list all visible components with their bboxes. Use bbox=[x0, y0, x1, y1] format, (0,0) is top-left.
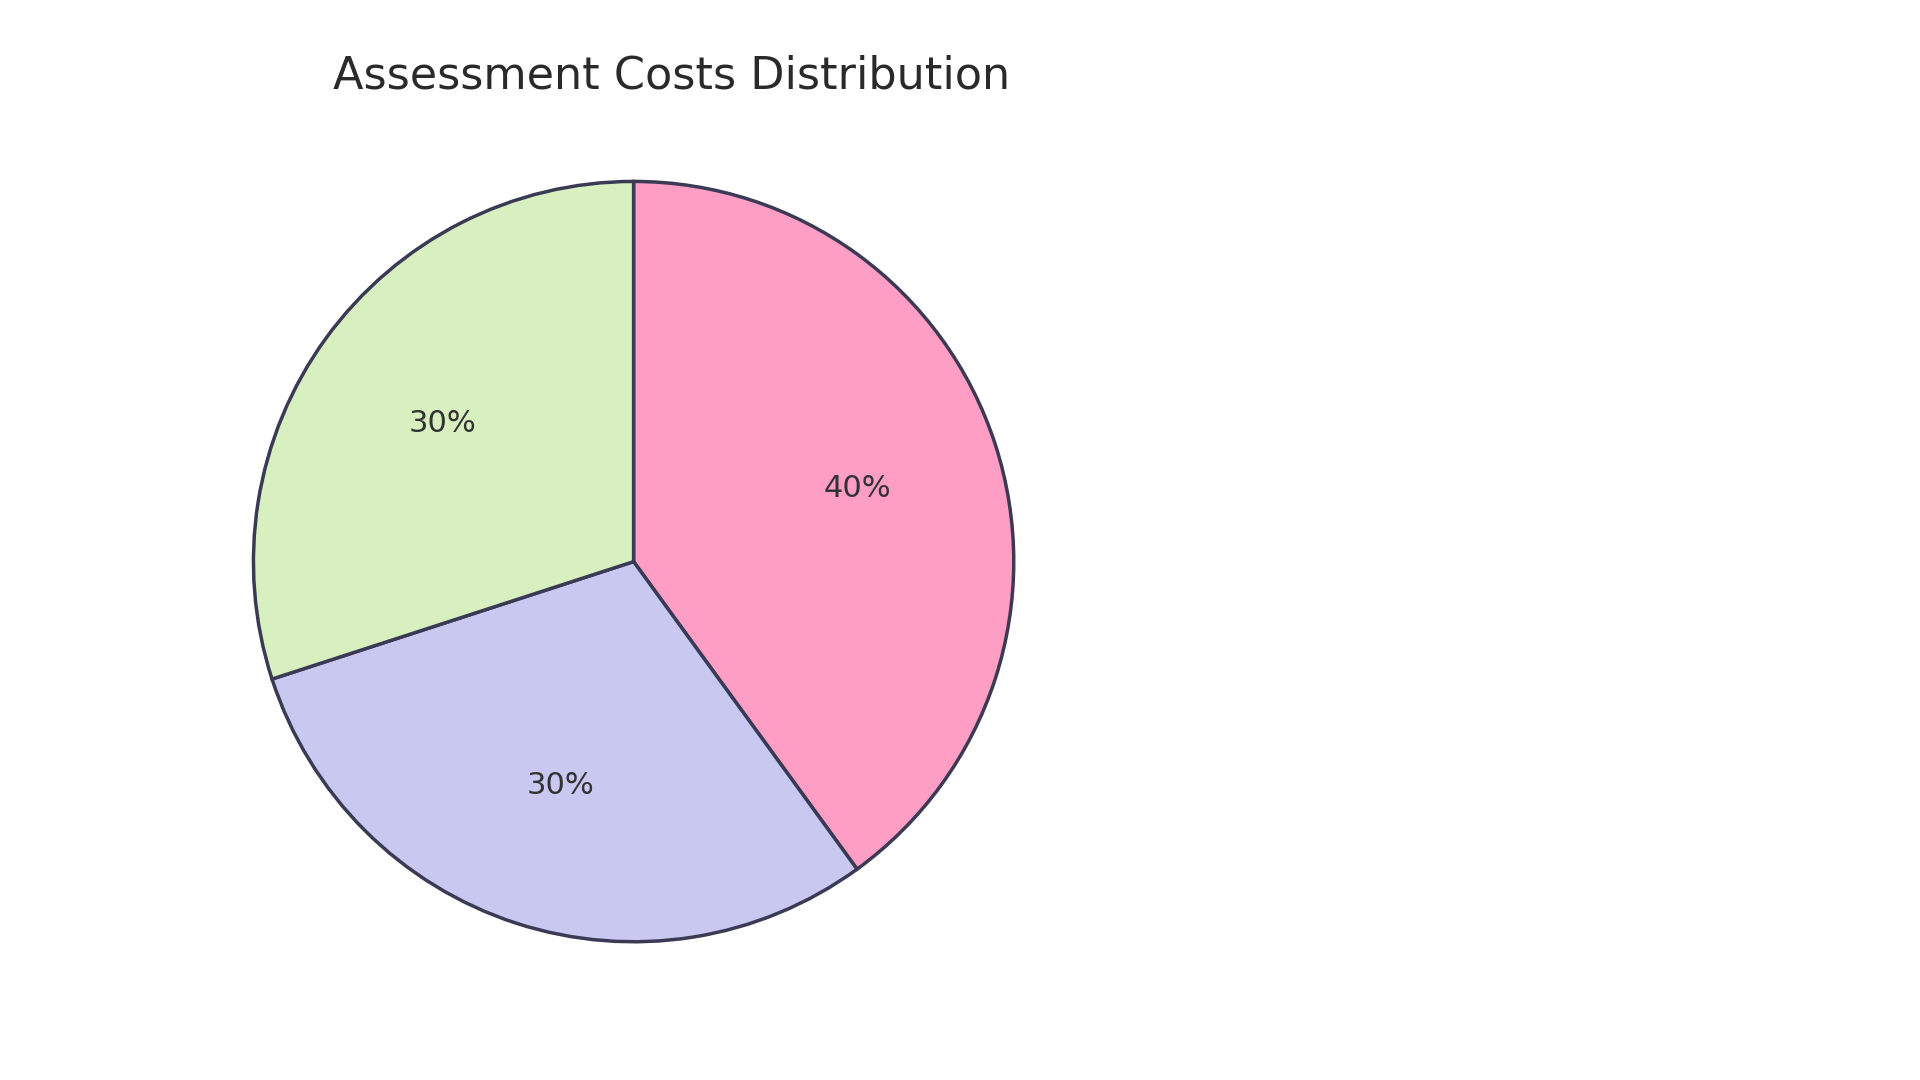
Text: Assessment Costs Distribution: Assessment Costs Distribution bbox=[334, 54, 1010, 97]
Text: 40%: 40% bbox=[824, 474, 891, 503]
Wedge shape bbox=[253, 181, 634, 679]
Wedge shape bbox=[273, 562, 856, 942]
Legend: Mid-sized Firms: $10k-$50k, Small Enterprises: $1k-$10k, Large Corporations: $10: Mid-sized Firms: $10k-$50k, Small Enterp… bbox=[1165, 458, 1609, 622]
Text: 30%: 30% bbox=[409, 408, 476, 437]
Text: 30%: 30% bbox=[526, 771, 595, 800]
Wedge shape bbox=[634, 181, 1014, 869]
